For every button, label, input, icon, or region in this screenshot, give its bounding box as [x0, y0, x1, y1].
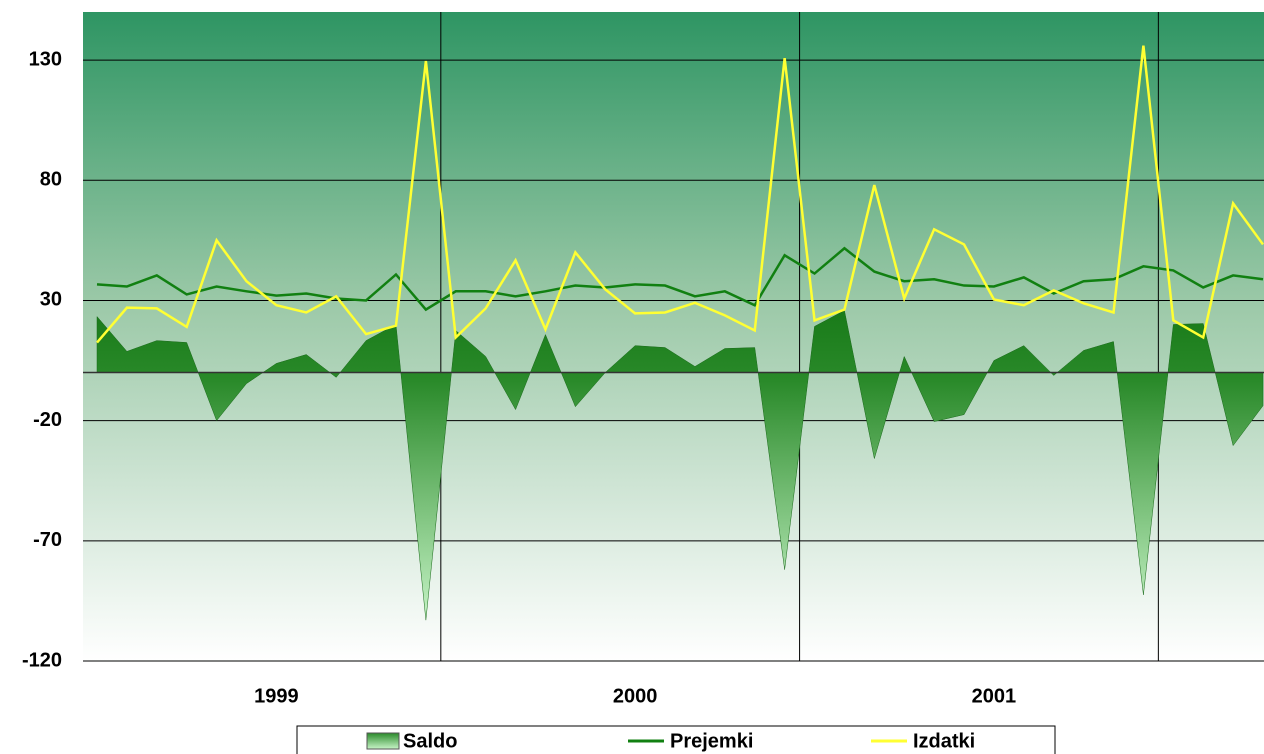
legend-swatch [366, 732, 400, 750]
y-tick-label: 80 [40, 169, 62, 191]
y-tick-label: -70 [33, 529, 62, 551]
legend-box [296, 725, 1056, 754]
area [96, 310, 1264, 621]
line [96, 246, 1264, 312]
x-tick-label: 2000 [613, 685, 658, 707]
y-tick-label: 130 [29, 48, 62, 70]
legend-label: Izdatki [913, 730, 975, 752]
x-tick-label: 2001 [972, 685, 1017, 707]
y-tick-label: -120 [22, 649, 62, 671]
y-tick-label: 30 [40, 289, 62, 311]
y-tick-label: -20 [33, 409, 62, 431]
plot-background [83, 12, 1264, 661]
line [96, 45, 1264, 344]
legend-label: Prejemki [670, 730, 753, 752]
x-tick-label: 1999 [254, 685, 299, 707]
legend-label: Saldo [403, 730, 457, 752]
